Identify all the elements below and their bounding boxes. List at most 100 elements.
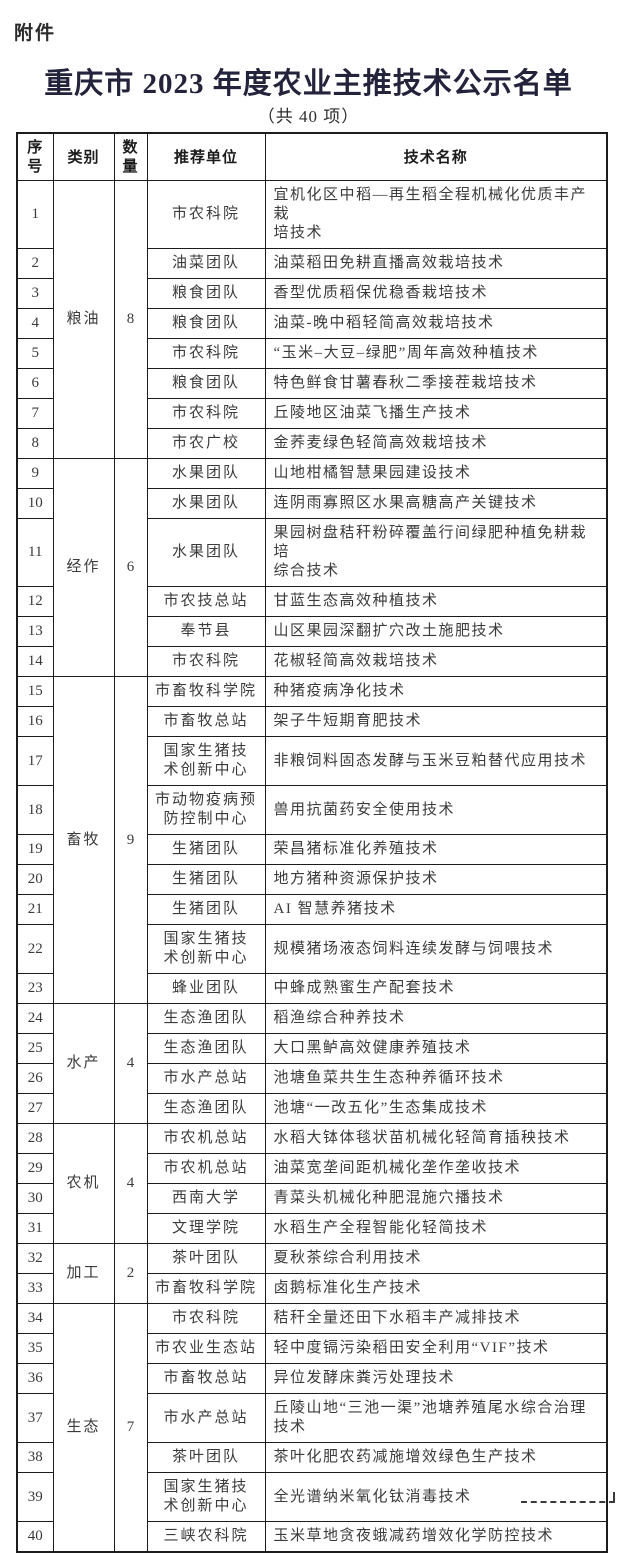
header-unit: 推荐单位 [146,132,266,181]
recommending-unit-cell: 市畜牧科学院 [146,1273,266,1304]
row-index-cell: 26 [16,1063,54,1094]
recommending-unit-cell: 蜂业团队 [146,973,266,1004]
recommending-unit-cell: 水果团队 [146,518,266,587]
technology-name-cell: 兽用抗菌药安全使用技术 [264,785,608,835]
table-row: 9 经作 6 水果团队 山地柑橘智慧果园建设技术 [16,458,608,677]
table-row: 36 市畜牧总站 异位发酵床粪污处理技术 [16,1363,608,1394]
recommending-unit-cell: 市畜牧总站 [146,1363,266,1394]
row-index-cell: 25 [16,1033,54,1064]
technology-name-cell: 卤鹅标准化生产技术 [264,1273,608,1304]
recommending-unit-cell: 文理学院 [146,1213,266,1244]
table-row: 20 生猪团队 地方猪种资源保护技术 [16,864,608,895]
row-index-cell: 27 [16,1093,54,1124]
recommending-unit-cell: 市农机总站 [146,1153,266,1184]
row-index-cell: 30 [16,1183,54,1214]
technology-name-cell: 果园树盘秸秆粉碎覆盖行间绿肥种植免耕栽培 综合技术 [264,518,608,587]
row-index-cell: 24 [16,1003,54,1034]
table-row: 5 市农科院 “玉米–大豆–绿肥”周年高效种植技术 [16,338,608,369]
row-index-cell: 20 [16,864,54,895]
technology-name-cell: 花椒轻简高效栽培技术 [264,646,608,677]
recommending-unit-cell: 生态渔团队 [146,1003,266,1034]
table-row: 24 水产 4 生态渔团队 稻渔综合种养技术 [16,1003,608,1124]
row-index-cell: 29 [16,1153,54,1184]
recommending-unit-cell: 市农科院 [146,180,266,249]
technology-name-cell: 香型优质稻保优稳香栽培技术 [264,278,608,309]
row-index-cell: 18 [16,785,54,835]
recommending-unit-cell: 市农机总站 [146,1123,266,1154]
row-index-cell: 1 [16,180,54,249]
recommending-unit-cell: 生猪团队 [146,894,266,925]
table-row: 6 粮食团队 特色鲜食甘薯春秋二季接茬栽培技术 [16,368,608,399]
table-row: 26 市水产总站 池塘鱼菜共生生态种养循环技术 [16,1063,608,1094]
category-count-cell: 4 [113,1123,148,1244]
table-header-row: 序 号 类别 数 量 推荐单位 技术名称 [16,132,608,181]
technology-name-cell: AI 智慧养猪技术 [264,894,608,925]
row-index-cell: 32 [16,1243,54,1274]
recommending-unit-cell: 生态渔团队 [146,1093,266,1124]
attachment-label: 附件 [14,23,57,44]
category-cell: 加工 [52,1243,115,1304]
technology-name-cell: 架子牛短期育肥技术 [264,706,608,737]
recommending-unit-cell: 市农科院 [146,338,266,369]
table-row: 28 农机 4 市农机总站 水稻大钵体毯状苗机械化轻简育插秧技术 [16,1123,608,1244]
recommending-unit-cell: 国家生猪技 术创新中心 [146,924,266,974]
table-row: 27 生态渔团队 池塘“一改五化”生态集成技术 [16,1093,608,1124]
category-count-cell: 6 [113,458,148,677]
technology-name-cell: 非粮饲料固态发酵与玉米豆粕替代应用技术 [264,736,608,786]
recommending-unit-cell: 水果团队 [146,458,266,489]
technology-name-cell: 地方猪种资源保护技术 [264,864,608,895]
table-row: 21 生猪团队 AI 智慧养猪技术 [16,894,608,925]
table-row: 31 文理学院 水稻生产全程智能化轻简技术 [16,1213,608,1244]
category-count-cell: 2 [113,1243,148,1304]
recommending-unit-cell: 市农科院 [146,398,266,429]
row-index-cell: 28 [16,1123,54,1154]
technology-name-cell: 中蜂成熟蜜生产配套技术 [264,973,608,1004]
technology-name-cell: 种猪疫病净化技术 [264,676,608,707]
technology-name-cell: 秸秆全量还田下水稻丰产减排技术 [264,1303,608,1334]
technology-name-cell: 油菜宽垄间距机械化垄作垄收技术 [264,1153,608,1184]
technology-name-cell: 特色鲜食甘薯春秋二季接茬栽培技术 [264,368,608,399]
table-row: 19 生猪团队 荣昌猪标准化养殖技术 [16,834,608,865]
technology-name-cell: 山地柑橘智慧果园建设技术 [264,458,608,489]
technology-name-cell: 油菜-晚中稻轻简高效栽培技术 [264,308,608,339]
row-index-cell: 23 [16,973,54,1004]
table-row: 37 市水产总站 丘陵山地“三池一渠”池塘养殖尾水综合治理 技术 [16,1393,608,1443]
technology-name-cell: “玉米–大豆–绿肥”周年高效种植技术 [264,338,608,369]
table-row: 32 加工 2 茶叶团队 夏秋茶综合利用技术 [16,1243,608,1304]
table-row: 15 畜牧 9 市畜牧科学院 种猪疫病净化技术 [16,676,608,1004]
technology-name-cell: 异位发酵床粪污处理技术 [264,1363,608,1394]
category-cell: 水产 [52,1003,115,1124]
category-cell: 农机 [52,1123,115,1244]
recommending-unit-cell: 市农技总站 [146,586,266,617]
technology-name-cell: 大口黑鲈高效健康养殖技术 [264,1033,608,1064]
table-row: 12 市农技总站 甘蓝生态高效种植技术 [16,586,608,617]
technology-name-cell: 荣昌猪标准化养殖技术 [264,834,608,865]
row-index-cell: 15 [16,676,54,707]
category-count-cell: 4 [113,1003,148,1124]
technology-name-cell: 连阴雨寡照区水果高糖高产关键技术 [264,488,608,519]
table-row: 33 市畜牧科学院 卤鹅标准化生产技术 [16,1273,608,1304]
technology-name-cell: 甘蓝生态高效种植技术 [264,586,608,617]
technology-name-cell: 水稻生产全程智能化轻简技术 [264,1213,608,1244]
recommending-unit-cell: 市农广校 [146,428,266,459]
row-index-cell: 10 [16,488,54,519]
row-index-cell: 34 [16,1303,54,1334]
row-index-cell: 6 [16,368,54,399]
recommending-unit-cell: 粮食团队 [146,278,266,309]
row-index-cell: 17 [16,736,54,786]
table-row: 10 水果团队 连阴雨寡照区水果高糖高产关键技术 [16,488,608,519]
category-count-cell: 9 [113,676,148,1004]
table-row: 3 粮食团队 香型优质稻保优稳香栽培技术 [16,278,608,309]
dashed-corner-artifact [521,1492,615,1503]
table-row: 1 粮油 8 市农科院 宜机化区中稻—再生稻全程机械化优质丰产栽 培技术 [16,180,608,459]
row-index-cell: 3 [16,278,54,309]
recommending-unit-cell: 市畜牧总站 [146,706,266,737]
technology-name-cell: 稻渔综合种养技术 [264,1003,608,1034]
header-index: 序 号 [16,132,54,181]
recommending-unit-cell: 粮食团队 [146,308,266,339]
row-index-cell: 11 [16,518,54,587]
table-row: 38 茶叶团队 茶叶化肥农药减施增效绿色生产技术 [16,1442,608,1473]
table-body: 1 粮油 8 市农科院 宜机化区中稻—再生稻全程机械化优质丰产栽 培技术 2 油菜团队 油菜稻… [16,180,608,1553]
page-title: 重庆市 2023 年度农业主推技术公示名单 [44,68,573,100]
recommending-unit-cell: 三峡农科院 [146,1521,266,1553]
